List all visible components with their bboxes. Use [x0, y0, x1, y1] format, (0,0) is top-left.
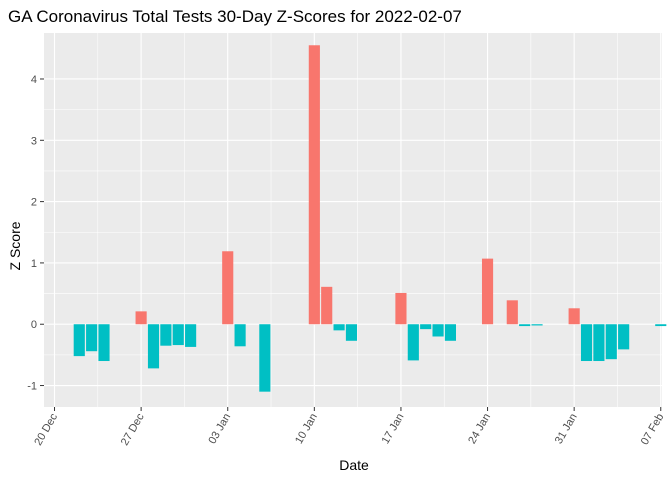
bar	[420, 324, 432, 330]
x-tick-label: 17 Jan	[380, 412, 407, 447]
bar	[618, 324, 630, 350]
bar	[481, 258, 494, 325]
y-tick-label: 3	[31, 135, 37, 147]
bar	[655, 324, 667, 327]
x-tick-label: 10 Jan	[293, 412, 320, 447]
bar	[234, 324, 246, 347]
bar	[135, 311, 147, 325]
bar	[531, 324, 543, 326]
x-axis-title: Date	[339, 457, 369, 473]
plot-panel	[44, 33, 662, 407]
bar	[407, 324, 419, 361]
bar	[444, 324, 456, 341]
y-tick-label: 1	[31, 258, 37, 270]
bar	[605, 324, 617, 360]
bar	[321, 286, 333, 325]
bar	[519, 324, 531, 327]
bar	[160, 324, 172, 346]
chart-title: GA Coronavirus Total Tests 30-Day Z-Scor…	[8, 7, 462, 26]
y-tick-label: 2	[31, 197, 37, 209]
bar	[568, 308, 580, 325]
x-tick-label: 31 Jan	[553, 412, 580, 447]
x-tick-label: 07 Feb	[639, 412, 667, 448]
bar	[73, 324, 85, 357]
x-axis: 20 Dec 27 Dec 03 Jan 10 Jan 17 Jan 24 Jan 31 J…	[32, 407, 666, 448]
bar	[593, 324, 605, 362]
bar	[333, 324, 345, 331]
bar	[222, 251, 234, 325]
y-tick-label: -1	[27, 381, 37, 393]
bar	[506, 300, 518, 325]
y-axis: -1 0 1 2 3 4	[27, 74, 44, 393]
bar	[172, 324, 184, 346]
bar	[395, 292, 407, 325]
bar	[345, 324, 358, 341]
x-tick-label: 03 Jan	[206, 412, 233, 447]
y-tick-label: 4	[31, 74, 37, 86]
bar	[432, 324, 444, 337]
bar	[185, 324, 197, 347]
bar	[147, 324, 160, 369]
y-tick-label: 0	[31, 319, 37, 331]
x-tick-label: 20 Dec	[32, 411, 60, 448]
x-tick-label: 27 Dec	[119, 411, 147, 448]
bar	[259, 324, 271, 392]
bar	[308, 45, 320, 325]
y-axis-title: Z Score	[7, 221, 23, 270]
minor-gridlines	[44, 33, 662, 407]
bar	[580, 324, 593, 362]
bar	[98, 324, 110, 362]
x-tick-label: 24 Jan	[466, 412, 493, 447]
bars	[73, 45, 667, 392]
bar	[86, 324, 98, 352]
